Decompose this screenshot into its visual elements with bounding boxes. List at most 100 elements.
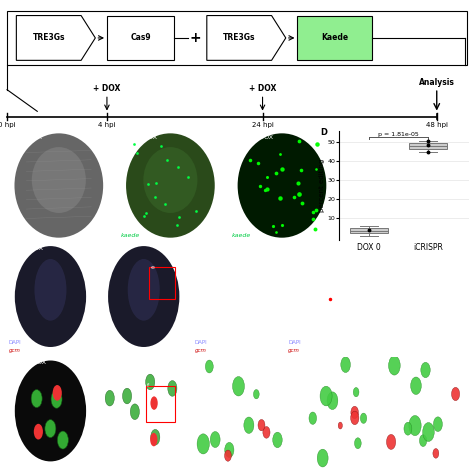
Text: DIC: DIC (9, 229, 20, 234)
Text: Analysis: Analysis (419, 78, 455, 87)
Ellipse shape (409, 416, 421, 436)
Ellipse shape (225, 450, 231, 461)
Ellipse shape (168, 381, 177, 396)
Ellipse shape (122, 388, 132, 404)
Text: f: f (195, 361, 199, 370)
Bar (146, 386, 175, 422)
Text: + DOX: + DOX (252, 135, 273, 140)
Ellipse shape (273, 432, 282, 448)
Y-axis label: percent editing: percent editing (319, 159, 325, 212)
Text: DAPI: DAPI (195, 340, 208, 345)
Bar (149, 267, 175, 299)
Text: F: F (9, 361, 14, 370)
Ellipse shape (108, 246, 179, 347)
Ellipse shape (351, 411, 359, 425)
Bar (297, 16, 372, 60)
Polygon shape (16, 16, 95, 60)
Text: B: B (9, 135, 16, 144)
Ellipse shape (210, 431, 220, 447)
Ellipse shape (15, 246, 86, 347)
Text: f'': f'' (382, 361, 390, 370)
Ellipse shape (45, 419, 56, 438)
Text: Cas9: Cas9 (130, 34, 151, 43)
Ellipse shape (421, 362, 430, 378)
Bar (409, 143, 447, 148)
Ellipse shape (351, 406, 358, 419)
Text: 4 hpi: 4 hpi (98, 121, 116, 128)
Ellipse shape (51, 390, 62, 408)
Bar (350, 228, 388, 233)
Text: 24 hpi: 24 hpi (252, 121, 273, 128)
Text: + DOX: + DOX (93, 84, 120, 93)
Text: + DOX: + DOX (25, 361, 46, 365)
Ellipse shape (338, 422, 342, 429)
Ellipse shape (35, 259, 66, 320)
Text: DAPI: DAPI (9, 340, 21, 345)
Ellipse shape (31, 390, 42, 408)
Text: 0 hpi: 0 hpi (0, 121, 16, 128)
Text: gcm: gcm (9, 347, 20, 353)
Ellipse shape (404, 422, 412, 435)
Text: kaede: kaede (121, 233, 140, 238)
Ellipse shape (57, 431, 68, 449)
Text: E': E' (101, 246, 110, 255)
Ellipse shape (150, 396, 158, 410)
Ellipse shape (128, 259, 160, 320)
Ellipse shape (452, 387, 460, 401)
Text: E: E (9, 246, 14, 255)
Ellipse shape (327, 392, 338, 410)
Ellipse shape (254, 390, 259, 399)
Ellipse shape (143, 147, 198, 213)
Bar (107, 16, 174, 60)
Text: kaede: kaede (232, 233, 252, 238)
Ellipse shape (389, 356, 400, 375)
Ellipse shape (419, 435, 427, 447)
Ellipse shape (263, 427, 270, 438)
Ellipse shape (258, 419, 265, 431)
Text: p = 1.81e-05: p = 1.81e-05 (378, 132, 419, 137)
Bar (7, 11, 467, 65)
Ellipse shape (353, 388, 359, 397)
Text: e': e' (288, 246, 296, 255)
Text: - DOX: - DOX (25, 246, 43, 251)
Ellipse shape (197, 434, 210, 454)
Text: f': f' (288, 361, 294, 370)
Ellipse shape (32, 147, 86, 213)
Text: 48 hpi: 48 hpi (426, 121, 448, 128)
Ellipse shape (355, 438, 361, 449)
Ellipse shape (433, 448, 439, 458)
Text: +: + (190, 31, 201, 45)
Ellipse shape (130, 404, 139, 419)
Ellipse shape (126, 133, 215, 237)
Ellipse shape (15, 361, 86, 461)
Text: e: e (151, 265, 155, 270)
Text: C: C (121, 135, 127, 144)
Text: DIC: DIC (121, 226, 132, 230)
Ellipse shape (423, 422, 434, 441)
Ellipse shape (34, 424, 43, 439)
Text: C': C' (232, 135, 241, 144)
Ellipse shape (151, 429, 160, 445)
Ellipse shape (317, 449, 328, 467)
Text: F': F' (101, 361, 110, 370)
Ellipse shape (53, 385, 62, 401)
Text: + DOX: + DOX (136, 135, 157, 140)
Text: e: e (195, 246, 201, 255)
Ellipse shape (225, 442, 234, 457)
Text: D: D (320, 128, 327, 137)
Text: DAPI: DAPI (288, 340, 301, 345)
Ellipse shape (244, 417, 254, 433)
Ellipse shape (146, 374, 155, 390)
Ellipse shape (105, 390, 114, 406)
Ellipse shape (150, 433, 157, 447)
Text: e'': e'' (382, 246, 392, 255)
Ellipse shape (360, 413, 367, 423)
Ellipse shape (341, 357, 350, 373)
Text: Kaede: Kaede (321, 34, 348, 43)
Ellipse shape (386, 434, 396, 449)
Polygon shape (207, 16, 286, 60)
Ellipse shape (320, 386, 332, 406)
Ellipse shape (410, 377, 421, 394)
Text: f: f (147, 383, 149, 388)
Text: gcm: gcm (288, 347, 300, 353)
